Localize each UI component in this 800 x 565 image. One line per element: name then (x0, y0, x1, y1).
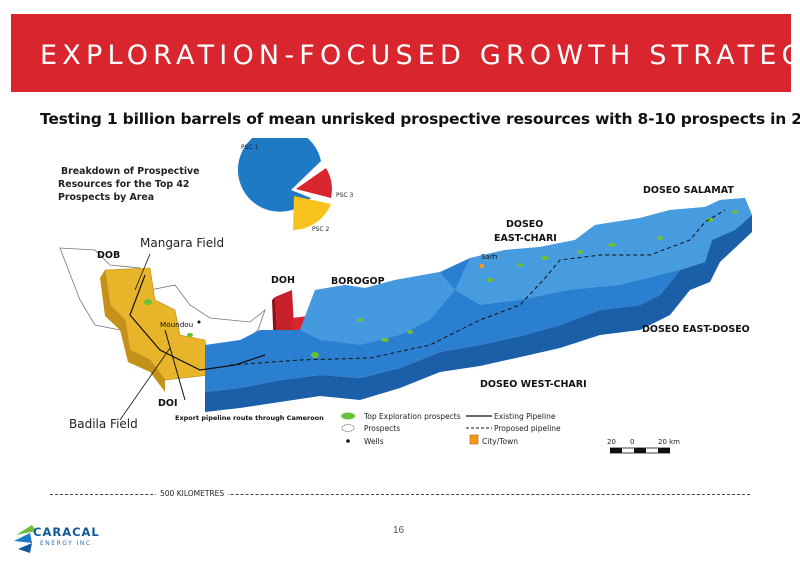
legend-top-prospect-icon (341, 412, 355, 420)
area-label-doseo-west-chari: DOSEO WEST-CHARI (480, 379, 587, 390)
area-label-borogop: BOROGOP (331, 276, 385, 287)
legend-wells: Wells (364, 437, 384, 446)
area-label-doseo-salamat: DOSEO SALAMAT (643, 185, 734, 196)
km-dashed-line (50, 494, 750, 495)
field-label-badila: Badila Field (69, 417, 138, 431)
header-banner: EXPLORATION-FOCUSED GROWTH STRATEGY (0, 0, 800, 92)
logo-sub: ENERGY INC (40, 540, 92, 547)
logo-leaf-green (16, 525, 36, 535)
legend-symbols-left (341, 412, 355, 443)
prospect-marker (608, 243, 616, 247)
scale-bar-seg (658, 448, 670, 453)
prospect-marker (657, 236, 663, 240)
slide-title: EXPLORATION-FOCUSED GROWTH STRATEGY (40, 40, 800, 71)
area-label-east-chari: EAST-CHARI (494, 233, 557, 244)
legend-prospects: Prospects (364, 424, 401, 433)
slide-subtitle: Testing 1 billion barrels of mean unrisk… (40, 110, 800, 128)
prospect-marker (187, 333, 193, 337)
badila-leader (119, 347, 171, 421)
pie-caption-line3: Prospects by Area (58, 192, 155, 203)
prospect-marker (407, 330, 413, 334)
legend-top-prospects: Top Exploration prospects (364, 412, 461, 421)
pie-label-psc2: PSC 2 (312, 226, 330, 233)
export-pipeline (164, 329, 186, 401)
pie-slice-psc2 (293, 196, 331, 230)
prospect-marker (517, 263, 523, 267)
block-map (59, 198, 752, 412)
prospect-marker (486, 278, 494, 282)
town-moundou-marker (197, 320, 201, 324)
km-label: 500 KILOMETRES (156, 489, 229, 498)
town-sarh-marker (480, 264, 484, 268)
prospect-marker (577, 250, 583, 254)
logo-leaf-blue (14, 533, 32, 543)
legend-city-icon (469, 434, 479, 445)
area-label-doseo-1: DOSEO (506, 219, 544, 230)
scale-label-right: 20 km (658, 438, 681, 446)
mangara-leader (134, 253, 151, 291)
block-borogop-light (300, 272, 455, 345)
map-legend: Top Exploration prospects Prospects Well… (340, 410, 561, 450)
block-east-chari-light (455, 198, 752, 305)
logo-leaf-darkblue (18, 543, 32, 553)
area-label-doseo-east-doseo: DOSEO EAST-DOSEO (642, 324, 750, 335)
prospect-marker (144, 299, 152, 305)
legend-prospect-icon (341, 424, 355, 432)
prospect-pie-chart: PSC 1 PSC 3 PSC 2 (237, 138, 354, 233)
page-number: 16 (393, 525, 405, 536)
prospect-marker (541, 256, 549, 260)
legend-existing-pipeline: Existing Pipeline (494, 412, 556, 421)
proposed-pipeline (229, 209, 726, 366)
prospect-marker (357, 318, 363, 322)
scale-bar-seg (610, 448, 622, 453)
area-label-doi: DOI (158, 398, 178, 409)
legend-symbols-right (466, 415, 492, 445)
scale-bar (610, 447, 670, 454)
prospects-group (144, 210, 738, 358)
legend-well-icon (346, 439, 350, 443)
field-leader-lines (119, 253, 171, 421)
town-label-sarh: Sarh (481, 252, 498, 261)
scale-bar-seg (634, 448, 646, 453)
legend-proposed-pipeline: Proposed pipeline (494, 424, 561, 433)
scale-label-left: 20 (607, 438, 616, 446)
block-front-face (205, 215, 752, 412)
pipeline-note: Export pipeline route through Cameroon (175, 414, 324, 422)
pie-slice-psc3 (296, 168, 332, 198)
prospect-marker (706, 218, 714, 222)
legend-city-town: City/Town (482, 437, 519, 446)
pie-caption: Breakdown of Prospective Resources for t… (58, 165, 233, 204)
area-label-dob: DOB (97, 250, 121, 261)
town-label-moundou: Moundou (160, 320, 194, 329)
existing-pipeline (129, 274, 266, 371)
block-dob-side (100, 270, 165, 392)
prospect-marker (732, 210, 738, 214)
pie-label-psc3: PSC 3 (336, 192, 354, 199)
pie-caption-line2: Resources for the Top 42 (58, 179, 190, 190)
caracal-logo (14, 525, 36, 553)
pie-slice-psc1 (237, 138, 321, 212)
logo-name: CARACAL (33, 525, 100, 539)
pie-caption-line1: Breakdown of Prospective (61, 166, 200, 177)
field-label-mangara: Mangara Field (140, 236, 225, 250)
prospect-marker (381, 338, 389, 342)
banner-bar (11, 14, 791, 92)
prospect-marker (311, 352, 319, 358)
pie-label-psc1: PSC 1 (241, 144, 259, 151)
scale-label-mid: 0 (630, 438, 635, 446)
area-label-doh: DOH (271, 275, 295, 286)
